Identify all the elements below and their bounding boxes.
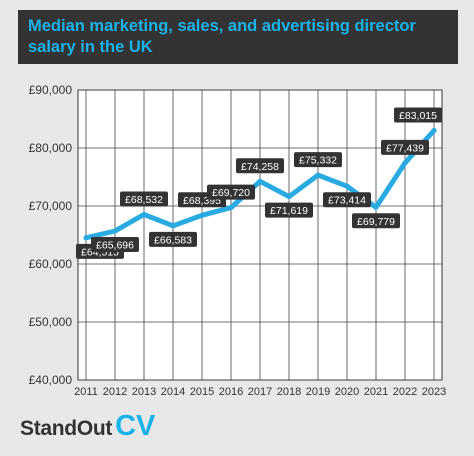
- data-label: £65,696: [96, 239, 134, 251]
- y-tick-label: £40,000: [29, 373, 73, 387]
- data-label: £69,720: [212, 187, 250, 199]
- y-tick-label: £70,000: [29, 199, 73, 213]
- x-tick-label: 2023: [422, 386, 446, 398]
- x-tick-label: 2013: [132, 386, 156, 398]
- x-tick-label: 2020: [335, 386, 359, 398]
- x-tick-label: 2019: [306, 386, 330, 398]
- x-tick-label: 2012: [103, 386, 127, 398]
- data-point: [257, 178, 263, 184]
- data-label-box: [120, 191, 168, 207]
- data-point: [199, 212, 205, 218]
- data-point: [141, 212, 147, 218]
- y-tick-label: £60,000: [29, 257, 73, 271]
- y-tick-label: £80,000: [29, 141, 73, 155]
- data-label-box: [323, 192, 371, 208]
- chart-title-line-2: salary in the UK: [28, 38, 153, 56]
- data-label: £83,015: [399, 110, 437, 122]
- chart-title: Median marketing, sales, and advertising…: [18, 10, 458, 64]
- data-label-box: [207, 184, 255, 200]
- data-point: [315, 172, 321, 178]
- data-label: £66,583: [154, 234, 192, 246]
- x-tick-label: 2022: [393, 386, 417, 398]
- data-point: [170, 223, 176, 229]
- data-point: [431, 128, 437, 134]
- data-point: [402, 160, 408, 166]
- data-point: [228, 205, 234, 211]
- data-point: [286, 194, 292, 200]
- data-label-box: [381, 139, 429, 155]
- data-label-box: [265, 202, 313, 218]
- logo-brand-text: StandOut: [20, 417, 113, 440]
- data-label: £73,414: [328, 195, 366, 207]
- data-point: [373, 204, 379, 210]
- data-label-box: [91, 236, 139, 252]
- data-label-box: [236, 158, 284, 174]
- data-label: £68,532: [125, 194, 163, 206]
- data-label: £64,515: [81, 246, 119, 258]
- data-label: £69,779: [357, 216, 395, 228]
- data-point: [344, 183, 350, 189]
- data-label-box: [394, 107, 442, 123]
- logo-cv-text: CV: [115, 410, 156, 442]
- x-tick-label: 2014: [161, 386, 185, 398]
- x-tick-label: 2015: [190, 386, 214, 398]
- standout-cv-logo: StandOut CV: [20, 410, 155, 450]
- data-label-box: [149, 231, 197, 247]
- x-tick-label: 2021: [364, 386, 388, 398]
- x-tick-label: 2011: [74, 386, 98, 398]
- data-label-box: [294, 152, 342, 168]
- data-point: [112, 228, 118, 234]
- data-label: £77,439: [386, 142, 424, 154]
- y-tick-label: £90,000: [29, 83, 73, 97]
- chart-title-line-1: Median marketing, sales, and advertising…: [28, 17, 416, 35]
- data-point: [83, 235, 89, 241]
- data-label-box: [352, 213, 400, 229]
- x-tick-label: 2017: [248, 386, 272, 398]
- data-label: £71,619: [270, 205, 308, 217]
- y-tick-label: £50,000: [29, 315, 73, 329]
- data-label: £75,332: [299, 155, 337, 167]
- data-label: £74,258: [241, 161, 279, 173]
- x-tick-label: 2018: [277, 386, 301, 398]
- x-tick-label: 2016: [219, 386, 243, 398]
